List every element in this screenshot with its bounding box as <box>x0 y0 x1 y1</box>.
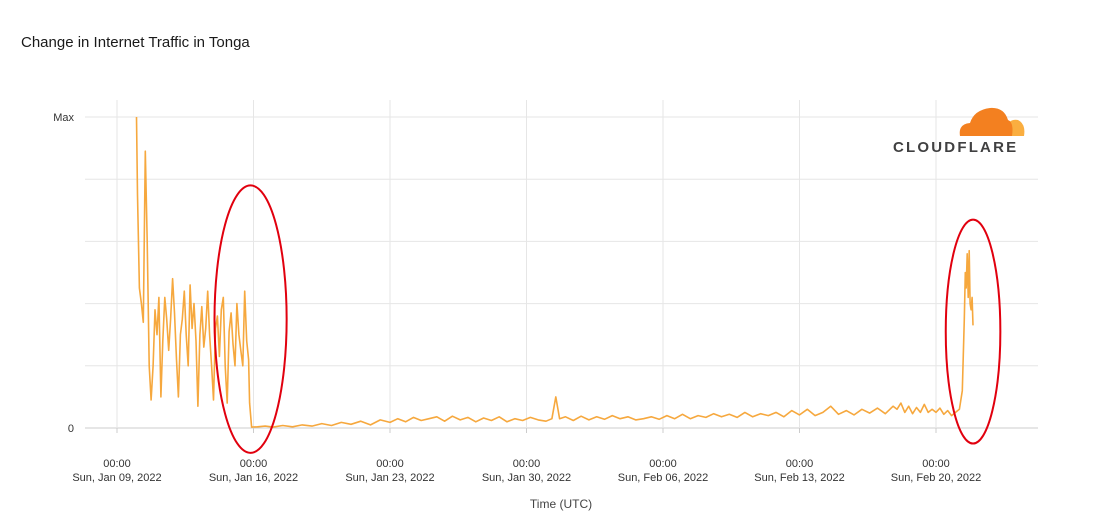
x-tick-time: 00:00 <box>922 458 950 470</box>
y-axis: Max 0 <box>53 112 74 435</box>
x-axis-label: Time (UTC) <box>530 497 592 511</box>
x-tick-date: Sun, Jan 16, 2022 <box>209 472 298 484</box>
x-tick-time: 00:00 <box>786 458 814 470</box>
y-tick-label: 0 <box>68 423 74 435</box>
x-tick-date: Sun, Feb 06, 2022 <box>618 472 709 484</box>
cloudflare-logo: CLOUDFLARE <box>893 107 1025 156</box>
x-tick-date: Sun, Feb 20, 2022 <box>891 472 982 484</box>
x-tick-time: 00:00 <box>513 458 541 470</box>
x-tick-date: Sun, Jan 09, 2022 <box>72 472 161 484</box>
annotations <box>213 184 1002 454</box>
y-tick-label: Max <box>53 112 74 124</box>
cloud-icon <box>959 107 1025 136</box>
brand-name: CLOUDFLARE <box>893 139 1018 156</box>
x-tick-time: 00:00 <box>649 458 677 470</box>
x-tick-date: Sun, Feb 13, 2022 <box>754 472 845 484</box>
x-tick-date: Sun, Jan 30, 2022 <box>482 472 571 484</box>
annotation-ellipse <box>944 218 1002 445</box>
x-tick-time: 00:00 <box>103 458 131 470</box>
annotation-ellipse <box>213 184 288 454</box>
chart-grid <box>85 100 1038 429</box>
chart-title: Change in Internet Traffic in Tonga <box>21 34 250 51</box>
x-axis: 00:00 Sun, Jan 09, 2022 00:00 Sun, Jan 16, … <box>72 428 981 484</box>
series-line <box>135 116 974 428</box>
x-tick-date: Sun, Jan 23, 2022 <box>345 472 434 484</box>
x-tick-time: 00:00 <box>240 458 268 470</box>
x-tick-time: 00:00 <box>376 458 404 470</box>
